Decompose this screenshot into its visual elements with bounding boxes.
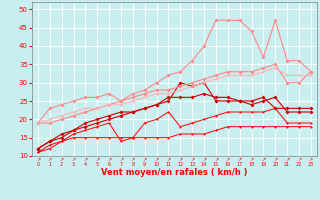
X-axis label: Vent moyen/en rafales ( km/h ): Vent moyen/en rafales ( km/h ) (101, 168, 248, 177)
